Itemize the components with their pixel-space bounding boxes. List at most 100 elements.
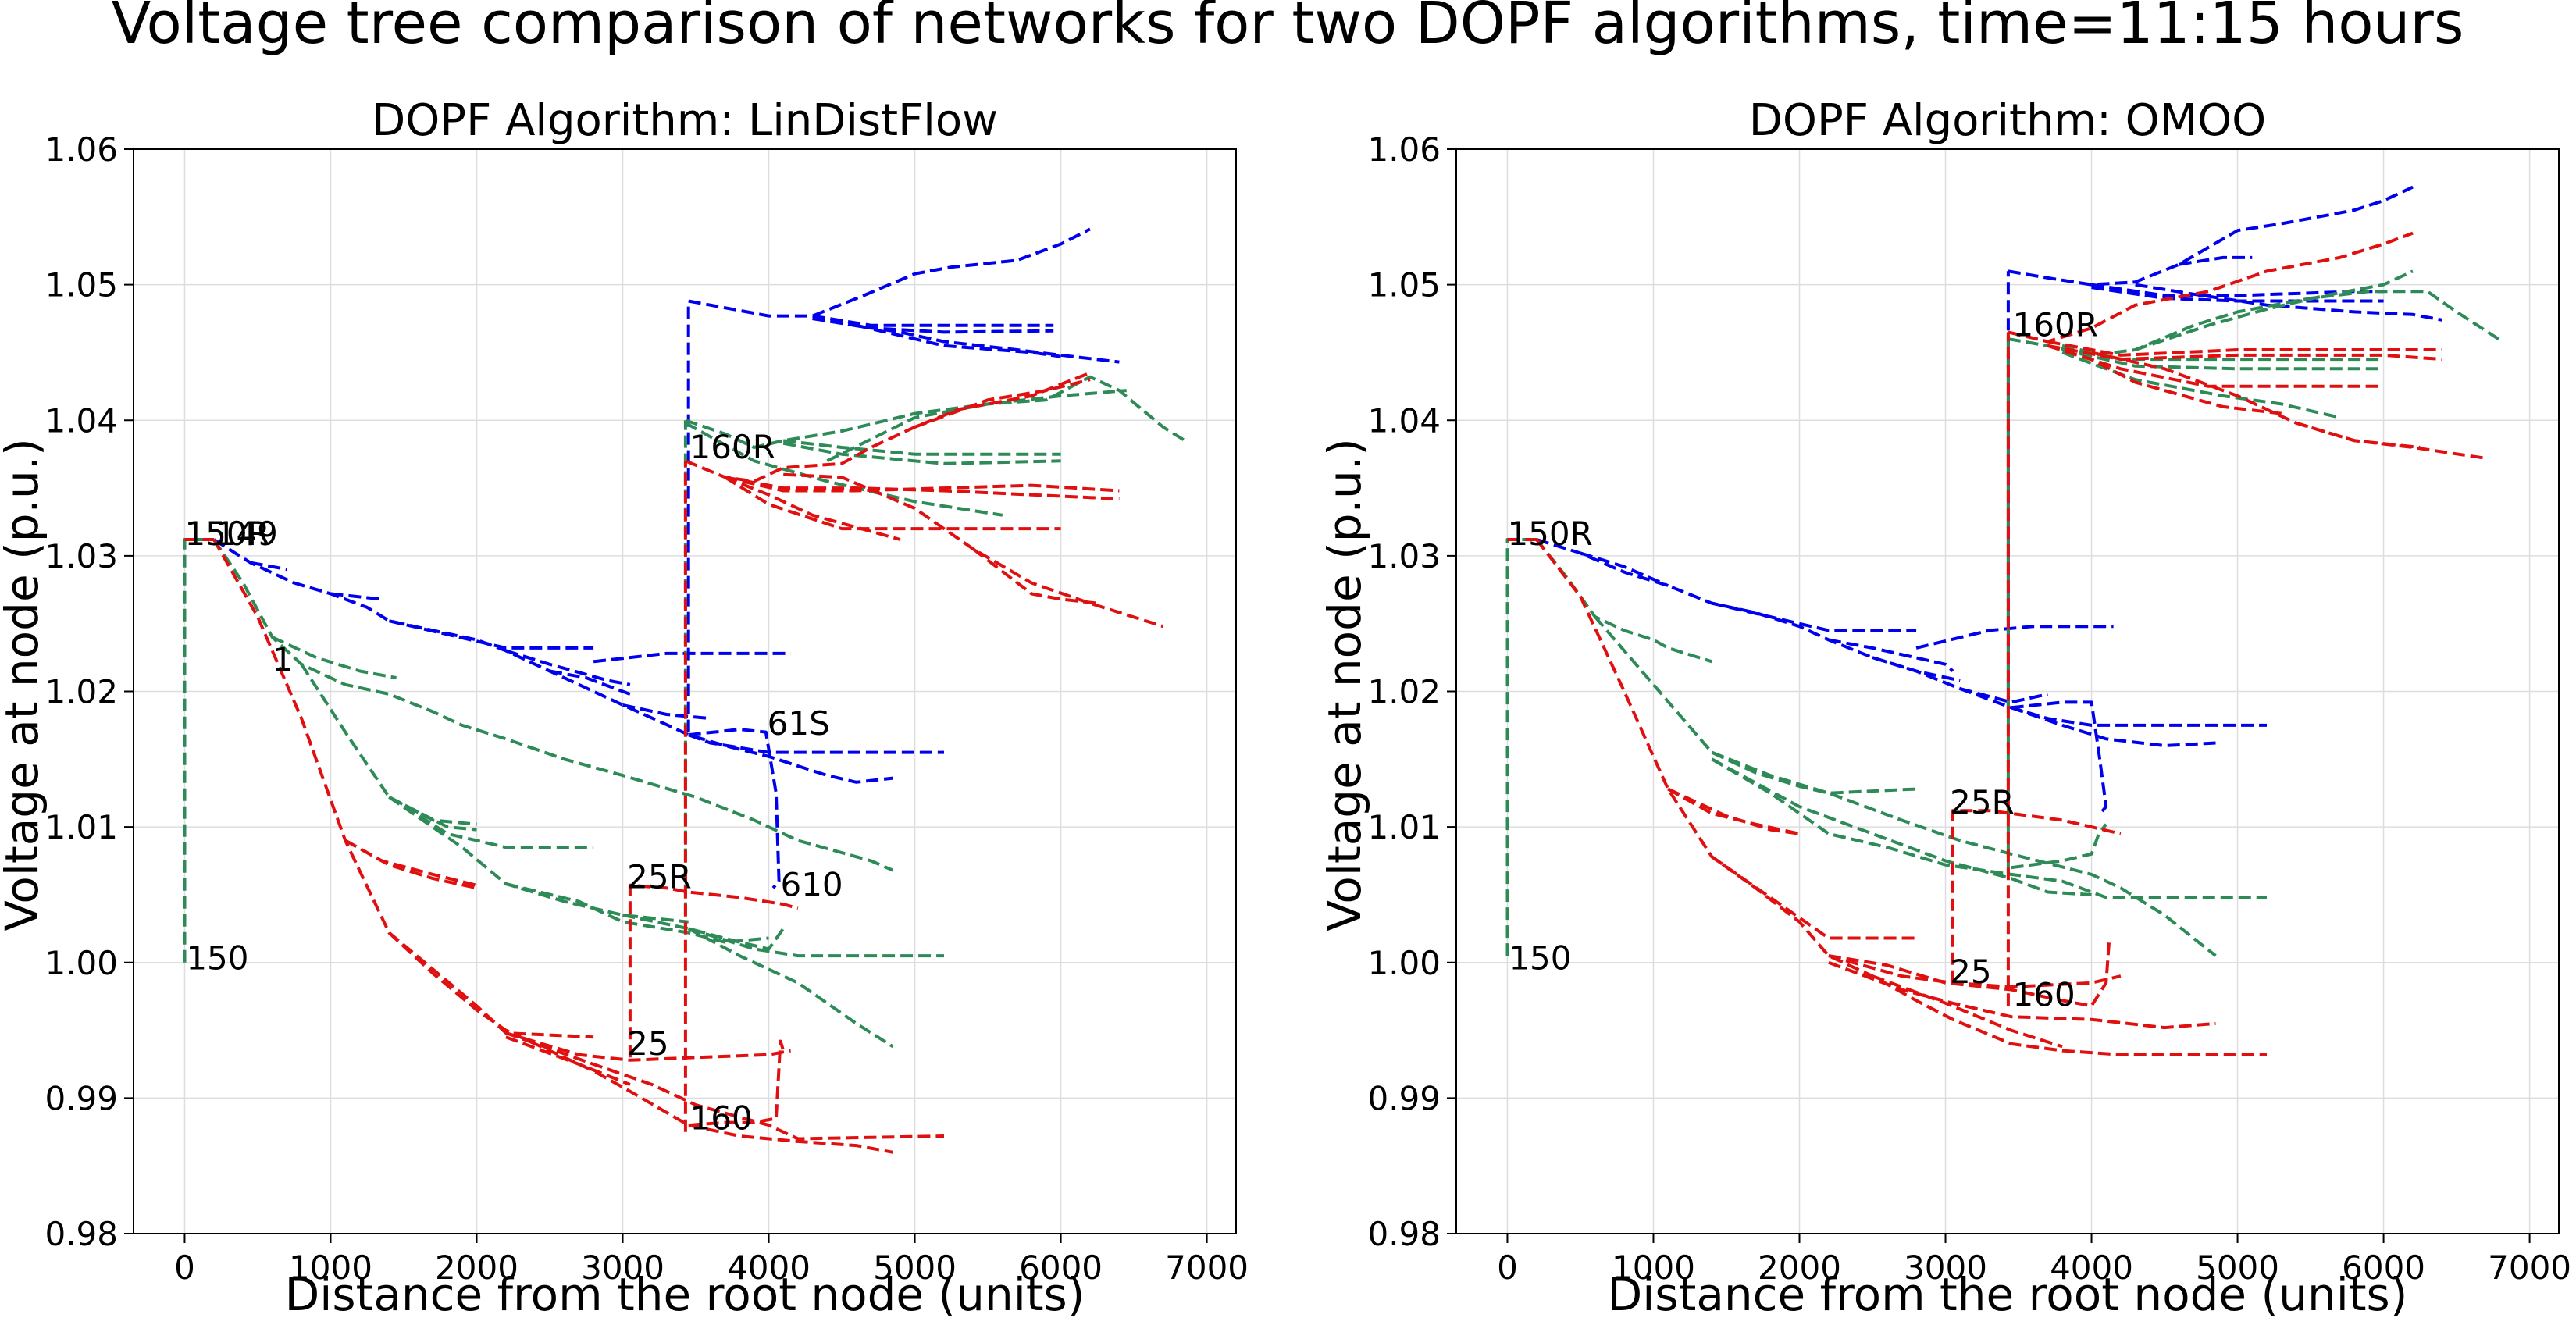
series-line [212,539,893,1154]
series-line [388,931,594,1039]
series-line [388,619,594,650]
node-label: 150 [186,939,248,977]
right-axes-frame [1455,148,2560,1234]
series-line [212,538,894,872]
x-tick-label: 5000 [2196,1248,2279,1287]
series-line [2091,351,2486,460]
series-line [1828,638,1954,672]
series-line [688,227,1091,318]
y-tick-label: 1.01 [45,808,118,846]
series-line [2061,348,2384,371]
node-label: 160R [690,428,775,466]
node-label: 25R [1950,783,2015,821]
series-line [685,371,1091,483]
y-tick-label: 1.02 [45,673,118,711]
node-label: 160 [2013,975,2075,1013]
series-line [2011,706,2216,747]
node-label: 1 [273,640,294,679]
series-line [622,914,785,951]
series-line [685,375,1186,449]
series-line [688,1039,786,1127]
series-line [687,927,894,1049]
node-label: 149 [216,515,278,553]
series-line [2008,185,2414,287]
x-tick-label: 3000 [1904,1248,1987,1287]
y-tick-label: 1.02 [1367,673,1441,711]
x-tick-label: 5000 [873,1248,957,1287]
series-line [1828,942,2111,1008]
series-line [1872,974,2063,1049]
series-line [782,441,1061,465]
left-series-group [183,227,1186,1154]
series-line [1872,656,1961,682]
x-tick-label: 0 [174,1248,195,1287]
x-tick-label: 7000 [1165,1248,1249,1287]
right-grid [1456,148,2559,1234]
y-tick-label: 1.05 [45,266,118,305]
series-line [2047,344,2282,415]
x-tick-label: 6000 [2342,1248,2425,1287]
series-line [688,728,781,889]
series-line [271,636,397,680]
series-line [388,796,477,832]
x-tick-label: 2000 [435,1248,518,1287]
y-tick-label: 1.06 [1367,130,1441,169]
series-line [724,476,1061,531]
y-tick-label: 1.00 [45,944,118,982]
right-chart-title: DOPF Algorithm: OMOO [1749,95,2266,146]
y-tick-label: 0.99 [45,1079,118,1117]
series-line [1711,757,2092,896]
series-line [1711,750,2217,957]
node-label: 61S [768,704,830,743]
series-line [505,649,631,686]
series-line [1535,538,1712,664]
node-label: 610 [780,866,843,904]
x-tick-label: 4000 [727,1248,811,1287]
series-line [622,703,711,721]
y-tick-label: 1.00 [1367,944,1441,982]
series-line [2295,421,2421,449]
series-line [826,389,1127,463]
y-tick-label: 1.04 [45,401,118,440]
node-label: 150R [1507,515,1592,553]
series-line [300,663,477,826]
left-chart: DOPF Algorithm: LinDistFlow Voltage at n… [0,95,1249,1321]
x-tick-label: 7000 [2488,1248,2571,1287]
series-line [1711,757,2267,899]
series-line [1505,538,1537,956]
series-line [505,1035,631,1086]
node-label: 160R [2013,306,2098,344]
series-line [1828,960,2216,1030]
series-line [183,538,214,963]
right-chart-xlabel: Distance from the root node (units) [1608,1268,2408,1321]
series-line [812,314,1054,327]
series-line [2047,344,2442,362]
series-line [1580,551,1669,587]
series-line [330,592,383,601]
series-line [1536,538,2267,727]
series-line [688,927,944,958]
series-line [2011,700,2108,815]
series-line [2008,290,2502,357]
series-line [344,839,477,887]
series-line [344,839,477,890]
y-tick-label: 0.99 [1367,1079,1441,1117]
series-line [628,883,799,1058]
series-line [250,561,287,572]
node-label: 160 [690,1099,753,1137]
series-line [684,421,1003,517]
series-line [1828,954,2122,988]
right-chart-ylabel: Voltage at node (p.u.) [1318,438,1371,931]
series-line [1959,687,2048,704]
series-line [212,538,893,784]
series-line [2091,286,2384,303]
y-tick-label: 1.03 [45,537,118,575]
series-line [1711,855,1917,940]
x-tick-label: 0 [1497,1248,1518,1287]
y-tick-label: 1.06 [45,130,118,169]
left-axes-frame [133,148,1237,1234]
right-series-group [1505,185,2502,1056]
series-line [972,547,1098,605]
node-label: 150R [184,515,269,553]
